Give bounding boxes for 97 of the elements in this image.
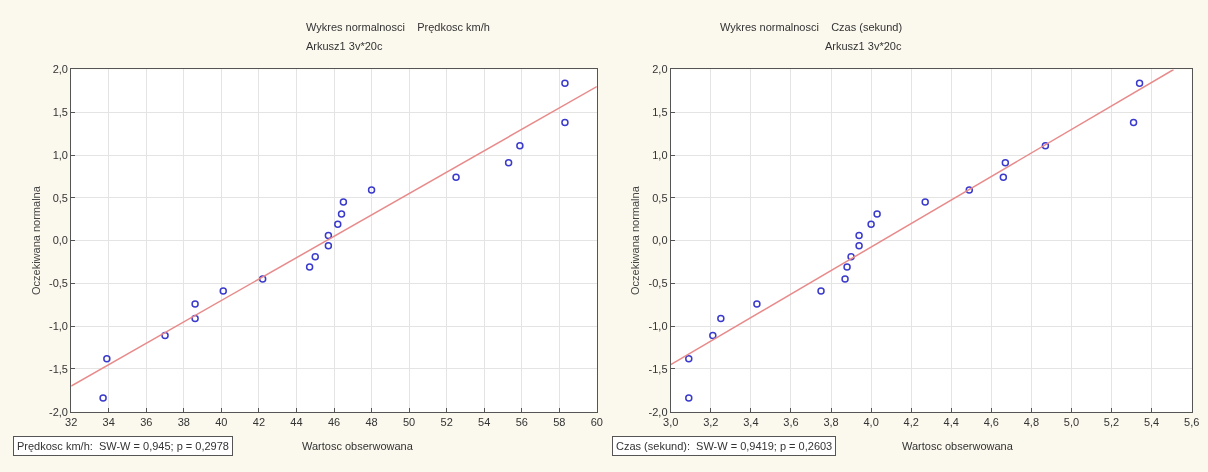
y-tick-label: 0,5 [652, 191, 668, 204]
point [873, 210, 881, 218]
x-tick-label: 5,4 [1143, 415, 1160, 428]
x-tick-label: 34 [102, 415, 115, 428]
y-tick-label: -1,5 [648, 362, 668, 375]
point [843, 263, 851, 271]
point [324, 231, 333, 240]
y-tick-label: -0,5 [648, 277, 668, 290]
y-axis-title: Oczekiwana normalna [29, 185, 42, 296]
x-tick-label: 4,0 [863, 415, 879, 428]
point [855, 231, 863, 240]
point [1041, 141, 1050, 150]
y-tick-label: 1,5 [652, 106, 668, 119]
point [161, 331, 169, 340]
point [324, 241, 333, 250]
point [191, 314, 199, 323]
y-axis-title: Oczekiwana normalna [629, 185, 642, 296]
point [504, 158, 513, 167]
point [709, 331, 717, 340]
point [685, 354, 693, 363]
y-tick-label: 1,5 [52, 106, 68, 119]
y-tick-label: -2,0 [49, 405, 68, 418]
y-tick-label: -1,5 [49, 362, 68, 375]
point [1135, 79, 1144, 87]
point [855, 241, 863, 250]
x-axis-title: Wartosc obserwowana [902, 440, 1014, 452]
point [999, 173, 1008, 182]
point [561, 118, 569, 127]
x-tick-label: 5,0 [1063, 415, 1080, 428]
point [841, 275, 849, 283]
point [516, 141, 524, 150]
point [367, 186, 376, 194]
chart-subtitle: Arkusz1 3v*20c [825, 40, 902, 52]
x-axis-title: Wartosc obserwowana [302, 440, 414, 452]
point [99, 394, 107, 402]
x-tick-label: 4,4 [943, 415, 959, 428]
x-tick-label: 4,8 [1023, 415, 1040, 428]
point [1001, 158, 1010, 167]
x-tick-label: 40 [215, 415, 228, 428]
x-tick-label: 5,2 [1103, 415, 1120, 428]
y-tick-label: -2,0 [648, 405, 668, 418]
point [1129, 118, 1138, 127]
x-tick-label: 32 [65, 415, 78, 428]
point [685, 394, 693, 402]
y-tick-label: 0,0 [652, 234, 668, 247]
text: Prędkosc km/h: SW-W = 0,945; p = 0,2978 [17, 440, 229, 452]
point [965, 186, 974, 194]
x-tick-label: 50 [402, 415, 416, 428]
y-tick-label: 2,0 [652, 63, 668, 76]
text: Czas (sekund): SW-W = 0,9419; p = 0,2603 [616, 440, 833, 452]
point [817, 287, 825, 295]
x-tick-label: 58 [553, 415, 566, 428]
x-tick-label: 5,6 [1184, 415, 1200, 428]
x-tick-label: 54 [478, 415, 491, 428]
x-tick-label: 3,8 [823, 415, 839, 428]
point [847, 253, 855, 261]
x-tick-label: 52 [440, 415, 453, 428]
x-tick-label: 36 [140, 415, 153, 428]
point [337, 210, 346, 218]
point [103, 354, 111, 363]
point [921, 198, 929, 206]
x-tick-label: 38 [177, 415, 190, 428]
x-tick-label: 3,0 [663, 415, 679, 428]
x-tick-label: 3,4 [743, 415, 759, 428]
x-tick-label: 44 [290, 415, 303, 428]
point [311, 253, 319, 261]
y-tick-label: 2,0 [52, 63, 68, 76]
x-tick-label: 48 [365, 415, 378, 428]
point [867, 220, 875, 229]
chart-subtitle: Arkusz1 3v*20c [306, 40, 383, 52]
point [191, 300, 199, 308]
x-tick-label: 60 [590, 415, 603, 428]
chart-title: Wykres normalnosci Czas (sekund) [720, 21, 903, 33]
y-tick-label: -0,5 [49, 277, 68, 290]
point [258, 275, 267, 283]
point [717, 314, 725, 323]
point [219, 287, 227, 295]
x-tick-label: 4,2 [903, 415, 919, 428]
y-tick-label: 1,0 [652, 148, 668, 161]
chart-title: Wykres normalnosci Prędkosc km/h [306, 21, 490, 33]
point [305, 263, 314, 271]
y-tick-label: 0,0 [52, 234, 68, 247]
point [334, 220, 342, 229]
y-tick-label: 0,5 [52, 191, 68, 204]
point [753, 300, 761, 308]
point [339, 198, 348, 206]
point [452, 173, 460, 182]
x-tick-label: 4,6 [983, 415, 999, 428]
x-tick-label: 3,6 [783, 415, 799, 428]
point [561, 79, 569, 87]
y-tick-label: -1,0 [648, 320, 668, 333]
x-tick-label: 46 [327, 415, 341, 428]
x-tick-label: 3,2 [703, 415, 719, 428]
x-tick-label: 56 [515, 415, 528, 428]
y-tick-label: 1,0 [52, 148, 68, 161]
y-tick-label: -1,0 [49, 320, 68, 333]
x-tick-label: 42 [252, 415, 266, 428]
